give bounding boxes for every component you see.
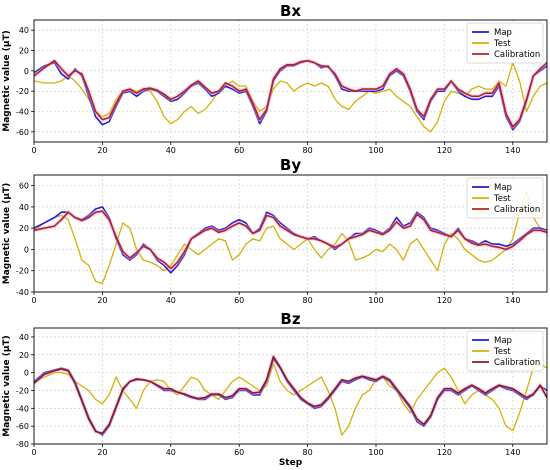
y-tick-label: 0 <box>24 67 29 76</box>
series-line-calibration <box>34 210 547 270</box>
chart-panel-bz: 0 20 40 60 80 100 120 140 -80 -60 -40 -20 0 20 40 Bz Mag… <box>2 310 548 468</box>
x-tick-label: 80 <box>303 146 313 155</box>
x-tick-label: 60 <box>234 296 244 305</box>
y-tick-label: 20 <box>19 47 29 56</box>
x-tick-label: 40 <box>166 146 176 155</box>
y-axis-label: Magnetic value (μT) <box>2 183 12 285</box>
chart-title: By <box>280 156 301 174</box>
chart-title: Bz <box>280 310 300 328</box>
y-tick-label: -60 <box>16 128 29 137</box>
x-tick-label: 0 <box>31 146 36 155</box>
y-tick-label: 40 <box>19 26 29 35</box>
y-tick-label: -40 <box>16 404 29 413</box>
x-tick-label: 20 <box>97 146 107 155</box>
x-tick-label: 0 <box>31 448 36 457</box>
legend-label-test: Test <box>493 194 511 204</box>
plot-area <box>34 354 547 436</box>
legend-label-test: Test <box>493 39 511 49</box>
y-axis-label: Magnetic value (μT) <box>2 335 12 437</box>
y-tick-label: 60 <box>19 182 29 191</box>
y-tick-label: -40 <box>16 288 29 297</box>
y-axis-label: Magnetic value (μT) <box>2 30 12 132</box>
y-tick-label: 0 <box>24 369 29 378</box>
x-tick-label: 80 <box>303 448 313 457</box>
x-tick-label: 140 <box>505 296 520 305</box>
plot-area <box>34 190 547 285</box>
x-tick-label: 20 <box>97 296 107 305</box>
series-line-calibration <box>34 59 547 128</box>
x-tick-label: 40 <box>166 448 176 457</box>
legend-box <box>466 22 544 64</box>
y-tick-label: -20 <box>16 386 29 395</box>
y-tick-label: -20 <box>16 267 29 276</box>
plot-area <box>34 58 547 133</box>
legend-label-map: Map <box>494 28 512 38</box>
x-axis-label: Step <box>279 458 303 468</box>
x-tick-label: 20 <box>97 448 107 457</box>
y-tick-label: -80 <box>16 440 29 449</box>
x-tick-label: 100 <box>368 296 383 305</box>
axes-frame <box>33 174 548 293</box>
y-tick-label: 0 <box>24 245 29 254</box>
legend-label-map: Map <box>494 336 512 346</box>
axes-frame <box>33 327 548 445</box>
legend-label-calibration: Calibration <box>494 50 540 60</box>
x-tick-label: 0 <box>31 296 36 305</box>
legend-box <box>466 330 544 372</box>
x-tick-label: 120 <box>437 296 452 305</box>
series-line-test <box>34 190 547 285</box>
chart-panel-bx: 0 20 40 60 80 100 120 140 -60 -40 -20 0 20 40 Bx Magnet… <box>2 2 548 155</box>
x-tick-label: 80 <box>303 296 313 305</box>
chart-title: Bx <box>280 2 301 20</box>
x-tick-label: 120 <box>437 448 452 457</box>
y-tick-label: 20 <box>19 224 29 233</box>
legend-label-calibration: Calibration <box>494 205 540 215</box>
y-tick-label: 40 <box>19 203 29 212</box>
legend-label-calibration: Calibration <box>494 358 540 368</box>
legend-box <box>466 177 544 219</box>
axes-frame <box>33 19 548 143</box>
series-line-map <box>34 358 547 436</box>
x-tick-label: 140 <box>505 146 520 155</box>
chart-panel-by: 0 20 40 60 80 100 120 140 -40 -20 0 20 40 60 By Magneti… <box>2 156 548 305</box>
series-line-test <box>34 363 547 436</box>
x-tick-label: 100 <box>368 146 383 155</box>
series-line-calibration <box>34 355 547 435</box>
y-tick-label: 20 <box>19 351 29 360</box>
x-tick-label: 120 <box>437 146 452 155</box>
y-tick-label: -20 <box>16 87 29 96</box>
legend-label-test: Test <box>493 347 511 357</box>
y-tick-label: 40 <box>19 333 29 342</box>
y-tick-label: -60 <box>16 422 29 431</box>
legend-label-map: Map <box>494 183 512 193</box>
x-tick-label: 100 <box>368 448 383 457</box>
x-tick-label: 60 <box>234 146 244 155</box>
series-line-map <box>34 59 547 131</box>
x-tick-label: 140 <box>505 448 520 457</box>
x-tick-label: 60 <box>234 448 244 457</box>
x-tick-label: 40 <box>166 296 176 305</box>
y-tick-label: -40 <box>16 108 29 117</box>
